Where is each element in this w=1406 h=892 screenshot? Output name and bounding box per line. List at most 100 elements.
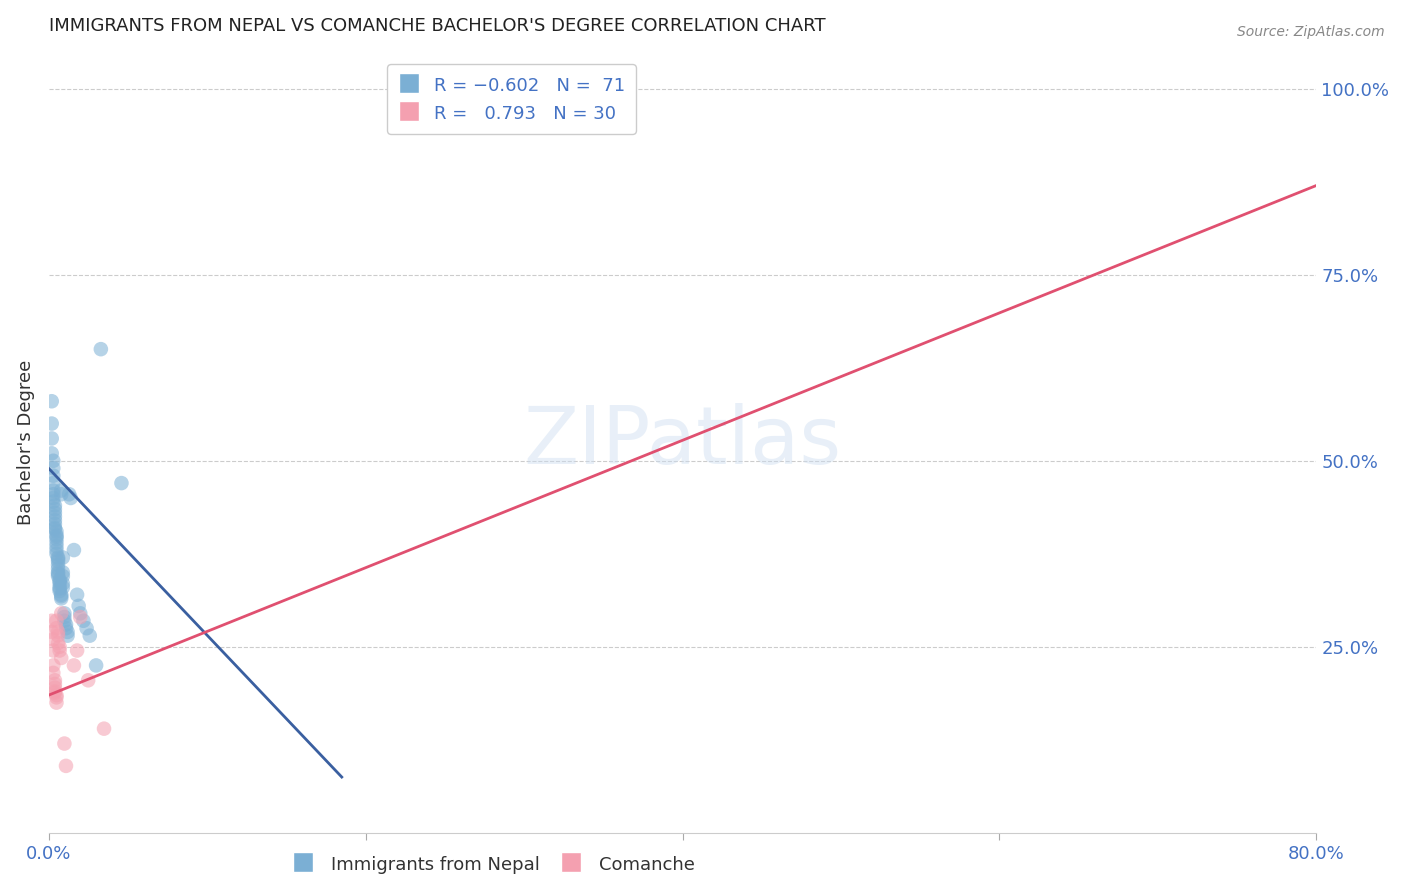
Point bbox=[44, 522, 66, 536]
Point bbox=[45, 690, 67, 705]
Point bbox=[76, 621, 98, 635]
Point bbox=[45, 524, 67, 539]
Point bbox=[46, 566, 69, 580]
Point bbox=[45, 532, 67, 546]
Point bbox=[41, 417, 63, 431]
Point bbox=[48, 576, 70, 591]
Point bbox=[56, 624, 79, 639]
Point bbox=[48, 640, 70, 654]
Point bbox=[42, 476, 65, 491]
Point bbox=[45, 688, 67, 702]
Point bbox=[44, 502, 66, 516]
Point bbox=[46, 552, 69, 566]
Y-axis label: Bachelor's Degree: Bachelor's Degree bbox=[17, 359, 35, 524]
Point bbox=[52, 569, 75, 583]
Point bbox=[51, 591, 73, 606]
Point bbox=[42, 487, 65, 501]
Point bbox=[44, 516, 66, 531]
Point bbox=[45, 696, 67, 710]
Point bbox=[45, 547, 67, 561]
Point bbox=[41, 446, 63, 460]
Point bbox=[44, 506, 66, 520]
Text: Source: ZipAtlas.com: Source: ZipAtlas.com bbox=[1237, 25, 1385, 39]
Point bbox=[56, 629, 79, 643]
Point bbox=[44, 673, 66, 688]
Point bbox=[48, 643, 70, 657]
Point bbox=[53, 614, 76, 628]
Point bbox=[59, 491, 82, 505]
Point bbox=[63, 658, 86, 673]
Legend: Immigrants from Nepal, Comanche: Immigrants from Nepal, Comanche bbox=[283, 846, 703, 882]
Point bbox=[55, 617, 77, 632]
Point bbox=[48, 573, 70, 587]
Point bbox=[79, 629, 101, 643]
Point bbox=[44, 513, 66, 527]
Point bbox=[55, 759, 77, 773]
Point bbox=[42, 454, 65, 468]
Point bbox=[53, 610, 76, 624]
Point bbox=[52, 576, 75, 591]
Point bbox=[110, 476, 132, 491]
Point bbox=[48, 580, 70, 594]
Point bbox=[51, 588, 73, 602]
Point bbox=[42, 491, 65, 505]
Point bbox=[63, 543, 86, 558]
Point bbox=[51, 607, 73, 621]
Point bbox=[58, 487, 80, 501]
Point bbox=[45, 540, 67, 554]
Point bbox=[90, 342, 112, 356]
Point bbox=[72, 614, 94, 628]
Point bbox=[44, 677, 66, 691]
Point bbox=[52, 580, 75, 594]
Point bbox=[48, 584, 70, 599]
Point bbox=[66, 643, 89, 657]
Point bbox=[53, 607, 76, 621]
Point bbox=[84, 658, 107, 673]
Point bbox=[46, 566, 69, 581]
Point bbox=[52, 550, 75, 565]
Text: ZIPatlas: ZIPatlas bbox=[523, 403, 842, 481]
Point bbox=[41, 432, 63, 446]
Point bbox=[44, 521, 66, 535]
Point bbox=[44, 499, 66, 513]
Point bbox=[93, 722, 115, 736]
Point bbox=[55, 621, 77, 635]
Point bbox=[48, 574, 70, 589]
Point bbox=[41, 614, 63, 628]
Point bbox=[52, 566, 75, 580]
Point bbox=[42, 461, 65, 475]
Point bbox=[45, 528, 67, 542]
Point bbox=[46, 554, 69, 568]
Point bbox=[42, 658, 65, 673]
Point bbox=[48, 582, 70, 596]
Point bbox=[44, 509, 66, 524]
Point bbox=[42, 665, 65, 680]
Point bbox=[44, 686, 66, 700]
Point bbox=[46, 636, 69, 650]
Point bbox=[41, 624, 63, 639]
Point bbox=[42, 468, 65, 483]
Point bbox=[45, 543, 67, 558]
Point bbox=[51, 589, 73, 603]
Point bbox=[77, 673, 100, 688]
Point bbox=[42, 643, 65, 657]
Text: IMMIGRANTS FROM NEPAL VS COMANCHE BACHELOR'S DEGREE CORRELATION CHART: IMMIGRANTS FROM NEPAL VS COMANCHE BACHEL… bbox=[49, 17, 825, 35]
Point bbox=[46, 558, 69, 572]
Point bbox=[46, 562, 69, 576]
Point bbox=[42, 632, 65, 647]
Point bbox=[45, 621, 67, 635]
Point bbox=[45, 614, 67, 628]
Point bbox=[67, 599, 90, 613]
Point bbox=[45, 535, 67, 549]
Point bbox=[42, 483, 65, 498]
Point bbox=[44, 684, 66, 698]
Point bbox=[69, 610, 91, 624]
Point bbox=[46, 624, 69, 639]
Point bbox=[46, 629, 69, 643]
Point bbox=[46, 550, 69, 565]
Point bbox=[51, 487, 73, 501]
Point bbox=[51, 483, 73, 498]
Point bbox=[51, 651, 73, 665]
Point bbox=[66, 588, 89, 602]
Point bbox=[53, 737, 76, 751]
